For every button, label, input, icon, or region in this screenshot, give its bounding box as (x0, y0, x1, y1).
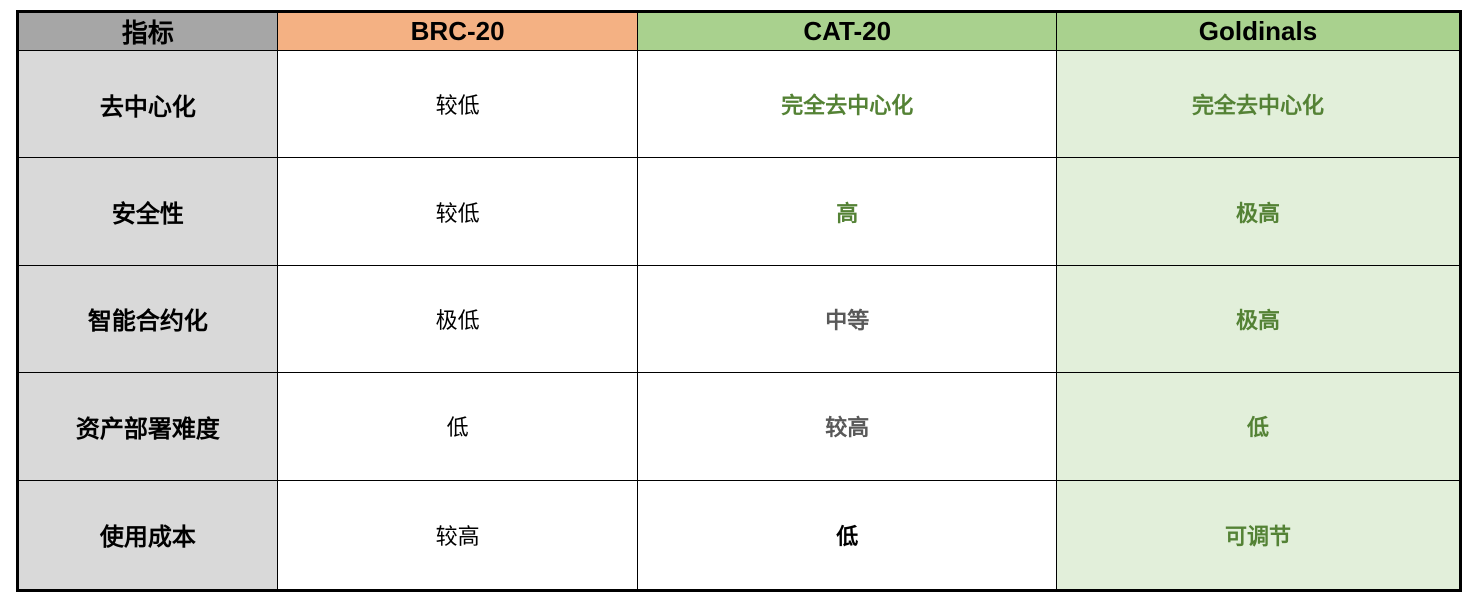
cell-brc20: 较高 (277, 480, 638, 590)
comparison-table-container: 指标 BRC-20 CAT-20 Goldinals 去中心化 较低 完全去中心… (0, 0, 1478, 602)
cell-text: 较高 (436, 524, 480, 549)
cell-brc20: 低 (277, 373, 638, 480)
cell-text: 极高 (1236, 201, 1280, 226)
cell-goldinals: 完全去中心化 (1056, 51, 1460, 158)
header-brc20: BRC-20 (277, 12, 638, 51)
cell-cat20: 低 (638, 480, 1056, 590)
cell-text: 较高 (825, 415, 869, 440)
row-label: 智能合约化 (18, 265, 278, 372)
cell-cat20: 较高 (638, 373, 1056, 480)
table-row: 安全性 较低 高 极高 (18, 158, 1461, 265)
header-goldinals: Goldinals (1056, 12, 1460, 51)
cell-text: 低 (836, 524, 858, 549)
cell-text: 完全去中心化 (1192, 93, 1324, 118)
cell-text: 可调节 (1225, 524, 1291, 549)
cell-text: 极高 (1236, 308, 1280, 333)
cell-text: 高 (836, 201, 858, 226)
cell-text: 较低 (436, 93, 480, 118)
row-label: 资产部署难度 (18, 373, 278, 480)
row-label: 使用成本 (18, 480, 278, 590)
header-cat20: CAT-20 (638, 12, 1056, 51)
row-label: 安全性 (18, 158, 278, 265)
table-row: 智能合约化 极低 中等 极高 (18, 265, 1461, 372)
table-row: 去中心化 较低 完全去中心化 完全去中心化 (18, 51, 1461, 158)
cell-text: 低 (447, 415, 469, 440)
cell-text: 较低 (436, 201, 480, 226)
cell-cat20: 完全去中心化 (638, 51, 1056, 158)
table-header: 指标 BRC-20 CAT-20 Goldinals (18, 12, 1461, 51)
table-body: 去中心化 较低 完全去中心化 完全去中心化 安全性 较低 高 极高 智能合约化 … (18, 51, 1461, 591)
cell-text: 完全去中心化 (781, 93, 913, 118)
cell-brc20: 极低 (277, 265, 638, 372)
header-row: 指标 BRC-20 CAT-20 Goldinals (18, 12, 1461, 51)
cell-text: 中等 (825, 308, 869, 333)
cell-brc20: 较低 (277, 51, 638, 158)
cell-text: 极低 (436, 308, 480, 333)
cell-cat20: 高 (638, 158, 1056, 265)
cell-goldinals: 极高 (1056, 158, 1460, 265)
cell-brc20: 较低 (277, 158, 638, 265)
header-metric: 指标 (18, 12, 278, 51)
comparison-table: 指标 BRC-20 CAT-20 Goldinals 去中心化 较低 完全去中心… (16, 10, 1462, 592)
cell-text: 低 (1247, 415, 1269, 440)
cell-goldinals: 可调节 (1056, 480, 1460, 590)
cell-goldinals: 极高 (1056, 265, 1460, 372)
row-label: 去中心化 (18, 51, 278, 158)
cell-goldinals: 低 (1056, 373, 1460, 480)
table-row: 使用成本 较高 低 可调节 (18, 480, 1461, 590)
table-row: 资产部署难度 低 较高 低 (18, 373, 1461, 480)
cell-cat20: 中等 (638, 265, 1056, 372)
